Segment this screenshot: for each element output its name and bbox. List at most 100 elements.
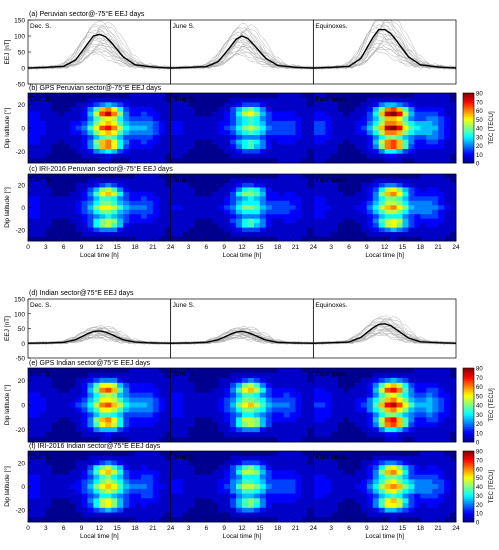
- tec-cell: [253, 368, 261, 374]
- tec-cell: [111, 412, 118, 418]
- tec-cell: [51, 93, 59, 99]
- tec-cell: [135, 232, 142, 237]
- tec-cell: [194, 93, 201, 99]
- individual-day-line: [170, 44, 314, 70]
- tec-cell: [242, 417, 249, 423]
- tec-cell: [265, 377, 273, 384]
- tec-cell: [87, 232, 94, 237]
- tec-cell: [247, 437, 255, 443]
- tec-cell: [188, 187, 195, 193]
- tec-cell: [331, 187, 338, 193]
- tec-cell: [224, 465, 231, 471]
- x-axis-label: Local time [h]: [80, 533, 119, 540]
- tec-cell: [117, 182, 124, 188]
- tec-cell: [408, 469, 415, 476]
- tec-cell: [402, 111, 409, 117]
- tec-cell: [158, 469, 166, 476]
- tec-cell: [396, 479, 403, 485]
- tec-cell: [87, 507, 94, 513]
- tec-cell: [63, 107, 71, 113]
- tec-cell: [349, 196, 356, 202]
- tec-cell: [140, 507, 148, 513]
- tec-cell: [69, 97, 76, 103]
- tec-cell: [39, 214, 47, 220]
- tec-cell: [57, 102, 65, 108]
- tec-cell: [420, 455, 427, 461]
- tec-cell: [426, 392, 433, 398]
- tec-cell: [188, 427, 195, 433]
- tec-cell: [444, 153, 451, 159]
- tec-cell: [212, 111, 219, 117]
- tec-cell: [265, 223, 273, 228]
- tec-cell: [438, 368, 445, 374]
- tec-cell: [354, 214, 362, 220]
- tec-cell: [277, 196, 285, 202]
- tec-cell: [33, 102, 41, 108]
- tec-cell: [432, 214, 439, 220]
- tec-cell: [57, 236, 65, 242]
- tec-cell: [331, 121, 338, 127]
- tec-cell: [313, 368, 320, 374]
- tec-cell: [224, 407, 231, 413]
- tec-cell: [99, 474, 106, 480]
- tec-cell: [289, 209, 296, 215]
- tec-cell: [414, 474, 421, 480]
- tec-cell: [111, 107, 118, 113]
- tec-cell: [212, 200, 219, 206]
- tec-cell: [331, 392, 338, 398]
- tec-cell: [87, 437, 94, 443]
- tec-cell: [349, 382, 356, 389]
- tec-cell: [337, 153, 344, 159]
- tec-cell: [366, 116, 374, 122]
- tec-cell: [206, 223, 213, 228]
- tec-cell: [111, 130, 118, 136]
- tec-panel: Dec. S. June S. Equinoxes.(f) IRI-2016 Ind…: [3, 442, 495, 540]
- tec-cell: [408, 455, 415, 461]
- tec-cell: [158, 182, 166, 188]
- colorbar-segment: [463, 468, 474, 471]
- tec-cell: [39, 116, 47, 122]
- tec-cell: [164, 512, 172, 518]
- tec-cell: [426, 517, 433, 523]
- tec-cell: [313, 236, 320, 242]
- tec-cell: [396, 174, 403, 179]
- tec-cell: [135, 422, 142, 428]
- tec-cell: [331, 200, 338, 206]
- tec-cell: [218, 484, 225, 490]
- tec-cell: [129, 174, 136, 179]
- tec-cell: [188, 135, 195, 141]
- tec-cell: [372, 182, 380, 188]
- tec-cell: [39, 205, 47, 211]
- tec-cell: [253, 93, 261, 99]
- tec-cell: [372, 372, 380, 379]
- tec-cell: [438, 417, 445, 423]
- tec-cell: [420, 174, 427, 179]
- tec-cell: [87, 402, 94, 408]
- tec-cell: [289, 227, 296, 233]
- y-tick-label: 20: [18, 460, 26, 467]
- tec-cell: [402, 139, 409, 145]
- tec-cell: [75, 178, 82, 184]
- tec-cell: [307, 209, 314, 215]
- tec-cell: [69, 93, 76, 99]
- tec-cell: [111, 417, 118, 423]
- tec-cell: [283, 474, 290, 480]
- tec-cell: [63, 469, 71, 476]
- tec-cell: [224, 469, 231, 476]
- tec-cell: [152, 218, 160, 224]
- tec-cell: [117, 377, 124, 384]
- colorbar-segment: [463, 107, 474, 110]
- tec-cell: [378, 392, 386, 398]
- tec-cell: [372, 236, 380, 242]
- tec-cell: [117, 372, 124, 379]
- tec-cell: [152, 460, 160, 466]
- tec-cell: [319, 209, 326, 215]
- tec-cell: [354, 125, 362, 131]
- tec-cell: [236, 417, 243, 423]
- tec-cell: [444, 236, 451, 242]
- y-tick-label: -50: [16, 82, 26, 89]
- tec-cell: [360, 187, 368, 193]
- tec-cell: [105, 437, 112, 443]
- tec-cell: [360, 474, 368, 480]
- tec-cell: [343, 517, 350, 523]
